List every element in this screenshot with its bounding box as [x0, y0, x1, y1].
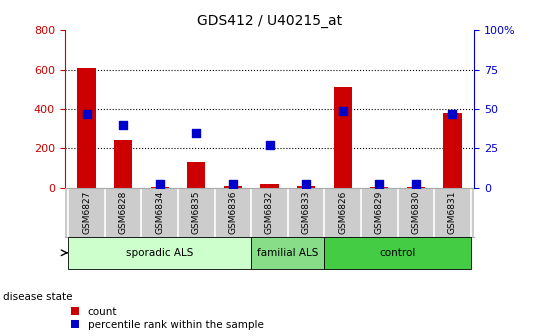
- Text: familial ALS: familial ALS: [257, 248, 319, 258]
- Bar: [334, 87, 352, 187]
- Point: [82, 111, 91, 116]
- Text: GSM6835: GSM6835: [192, 191, 201, 234]
- Text: GSM6834: GSM6834: [155, 191, 164, 234]
- FancyBboxPatch shape: [324, 237, 471, 269]
- Text: sporadic ALS: sporadic ALS: [126, 248, 194, 258]
- Legend: count, percentile rank within the sample: count, percentile rank within the sample: [70, 305, 265, 331]
- Point: [411, 182, 420, 187]
- Text: GSM6827: GSM6827: [82, 191, 91, 234]
- Text: GSM6830: GSM6830: [411, 191, 420, 234]
- Point: [448, 111, 457, 116]
- Point: [155, 182, 164, 187]
- Point: [192, 130, 201, 135]
- Bar: [260, 184, 279, 187]
- Text: disease state: disease state: [3, 292, 72, 302]
- Point: [338, 108, 347, 113]
- FancyBboxPatch shape: [251, 237, 324, 269]
- Text: GSM6831: GSM6831: [448, 191, 457, 234]
- Bar: [114, 140, 133, 187]
- Text: control: control: [379, 248, 416, 258]
- Point: [229, 182, 237, 187]
- Bar: [224, 186, 242, 187]
- Text: GSM6829: GSM6829: [375, 191, 384, 234]
- Bar: [78, 68, 96, 187]
- FancyBboxPatch shape: [68, 237, 251, 269]
- Point: [302, 182, 310, 187]
- Text: GSM6833: GSM6833: [302, 191, 310, 234]
- Bar: [187, 162, 205, 187]
- Point: [119, 122, 128, 127]
- Bar: [297, 186, 315, 187]
- Title: GDS412 / U40215_at: GDS412 / U40215_at: [197, 14, 342, 28]
- Text: GSM6832: GSM6832: [265, 191, 274, 234]
- Bar: [443, 113, 461, 187]
- Point: [375, 182, 384, 187]
- Text: GSM6826: GSM6826: [338, 191, 347, 234]
- Text: GSM6836: GSM6836: [229, 191, 237, 234]
- Point: [265, 142, 274, 148]
- Text: GSM6828: GSM6828: [119, 191, 128, 234]
